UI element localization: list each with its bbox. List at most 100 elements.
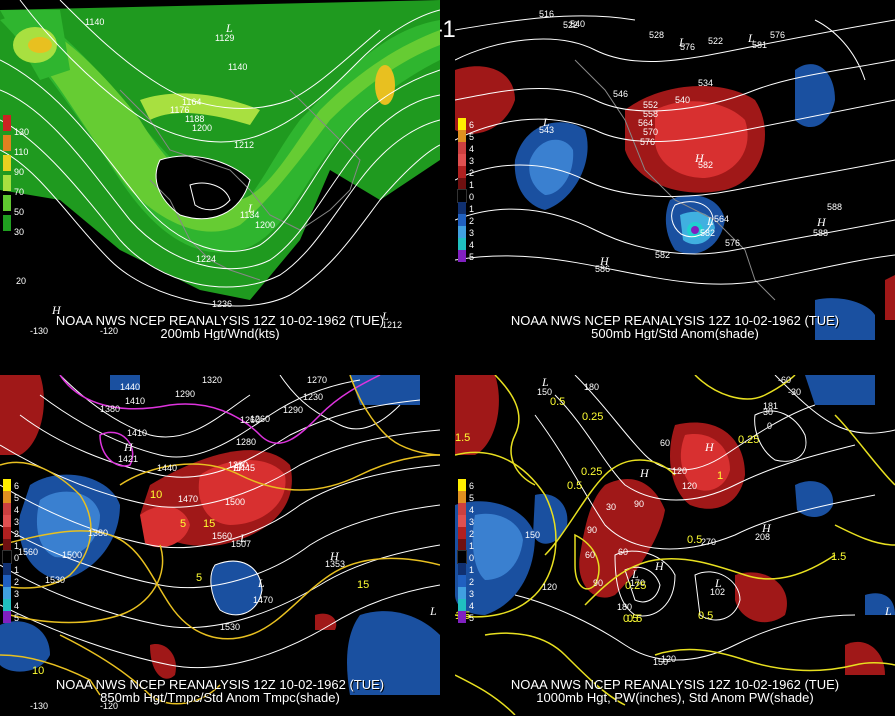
high-marker: H <box>654 559 665 573</box>
caption-source: NOAA NWS NCEP REANALYSIS 12Z 10-02-1962 … <box>55 677 385 692</box>
contour-label: 120 <box>542 582 557 592</box>
height-contours <box>0 0 440 307</box>
temp-label: 10 <box>32 665 44 677</box>
anom-pos-5 <box>150 644 176 679</box>
caption-field: 1000mb Hgt, PW(inches), Std Anom PW(shad… <box>536 690 814 705</box>
lon-label: -120 <box>100 326 118 336</box>
legend-label: 1 <box>14 565 20 575</box>
high-marker: H <box>123 440 134 454</box>
anom-pos-1 <box>455 375 499 455</box>
legend-label: 2 <box>14 529 20 539</box>
contour-label: 546 <box>613 89 628 99</box>
legend-swatch <box>458 611 466 623</box>
contour-label: 1212 <box>382 320 402 330</box>
low-marker: L <box>542 115 550 129</box>
contour-label: 582 <box>698 160 713 170</box>
legend-label: 6 <box>469 120 475 130</box>
high-marker: H <box>232 460 243 474</box>
contour-label: 270 <box>701 537 716 547</box>
legend-swatch <box>457 189 467 203</box>
coastline <box>119 89 361 231</box>
legend-label: 5 <box>14 493 20 503</box>
anom-pos-1 <box>0 375 44 455</box>
contour-label: 170 <box>630 578 645 588</box>
caption-source: NOAA NWS NCEP REANALYSIS 12Z 10-02-1962 … <box>510 313 840 328</box>
pw-label: 0.5 <box>698 610 713 622</box>
legend-label: 30 <box>14 227 25 237</box>
legend-label: 5 <box>469 613 475 623</box>
legend-label: 4 <box>14 505 20 515</box>
contour-label: 1134 <box>240 210 259 220</box>
legend-label: 130 <box>14 127 30 137</box>
contour-label: 150 <box>525 530 540 540</box>
contour-label: 522 <box>708 36 723 46</box>
pw-label: 0.5 <box>623 613 638 625</box>
contour-label: 582 <box>655 250 670 260</box>
contour-label: 1140 <box>228 62 247 72</box>
contour-label: 1212 <box>234 140 254 150</box>
contour-label: 1176 <box>170 105 189 115</box>
contour-label: 543 <box>539 125 554 135</box>
contour-label: 1440 <box>157 463 177 473</box>
anom-core-2 <box>691 226 699 234</box>
contour-label: 1530 <box>220 622 240 632</box>
contour-label: 1410 <box>125 396 145 406</box>
anom-neg-3 <box>210 561 262 615</box>
temp-labels-850: 15 15 10 5 10 5 <box>32 489 369 677</box>
contour-label: 1188 <box>185 114 204 124</box>
contour-labels-500: 516 522 528 540 546 552 558 564 570 576 … <box>539 9 842 274</box>
contour-label: 558 <box>643 109 658 119</box>
contour-label: 1290 <box>283 405 303 415</box>
legend-swatch <box>3 491 11 503</box>
legend-label: 4 <box>469 505 475 515</box>
contour-label: 30 <box>606 502 616 512</box>
legend-swatch <box>458 142 466 154</box>
contour-label: 1380 <box>100 404 120 414</box>
low-marker: L <box>239 531 247 545</box>
anom-neg-6 <box>815 298 875 340</box>
legend-swatch <box>458 587 466 599</box>
legend-swatch <box>457 550 467 564</box>
legend-swatch <box>3 563 11 575</box>
legend-label: 0 <box>469 192 475 202</box>
high-marker: H <box>761 521 772 535</box>
legend-label: 110 <box>14 147 29 157</box>
contour-label: 90 <box>587 525 597 535</box>
legend-swatch <box>458 491 466 503</box>
contour-label: 1164 <box>182 97 201 107</box>
legend-swatch <box>3 215 11 231</box>
temp-contours-yellow <box>0 375 440 705</box>
legend-label: 1 <box>469 180 475 190</box>
contour-label: -30 <box>788 387 801 397</box>
jet-band-90 <box>140 93 260 125</box>
legend-swatch <box>3 503 11 515</box>
contour-label: 60 <box>585 550 595 560</box>
contour-label: 576 <box>770 30 785 40</box>
anom-neg-6 <box>0 621 50 672</box>
map-500mb: 516 522 528 540 546 552 558 564 570 576 … <box>455 9 895 340</box>
panel-200mb: 1140 1140 1164 1176 1188 1200 1212 1200 … <box>0 0 440 340</box>
legend-swatch <box>458 527 466 539</box>
legend-swatch <box>3 135 11 151</box>
legend-swatch <box>3 575 11 587</box>
low-marker: L <box>225 21 233 35</box>
contour-label: 1445 <box>235 463 255 473</box>
low-marker: L <box>714 576 722 590</box>
legend-label: 2 <box>469 529 475 539</box>
legend-label: 5 <box>14 613 20 623</box>
legend-label: 3 <box>469 589 475 599</box>
contour-labels-1000: 180 150 120 90 60 30 0 -30 -60 120 90 15… <box>525 375 801 667</box>
panel-500mb: 516 522 528 540 546 552 558 564 570 576 … <box>455 0 895 340</box>
temp-label: 15 <box>357 579 369 591</box>
legend-swatch <box>458 226 466 238</box>
legend-label: 3 <box>469 156 475 166</box>
contour-label: 540 <box>570 19 585 29</box>
legend-label: 5 <box>469 252 475 262</box>
legend-swatch <box>3 479 11 491</box>
legend-swatch <box>458 202 466 214</box>
contour-label: 582 <box>700 228 715 238</box>
anom-neg-6 <box>865 593 895 615</box>
legend-swatch <box>458 118 466 130</box>
contour-label: 180 <box>617 602 632 612</box>
contour-label: 1500 <box>225 497 245 507</box>
